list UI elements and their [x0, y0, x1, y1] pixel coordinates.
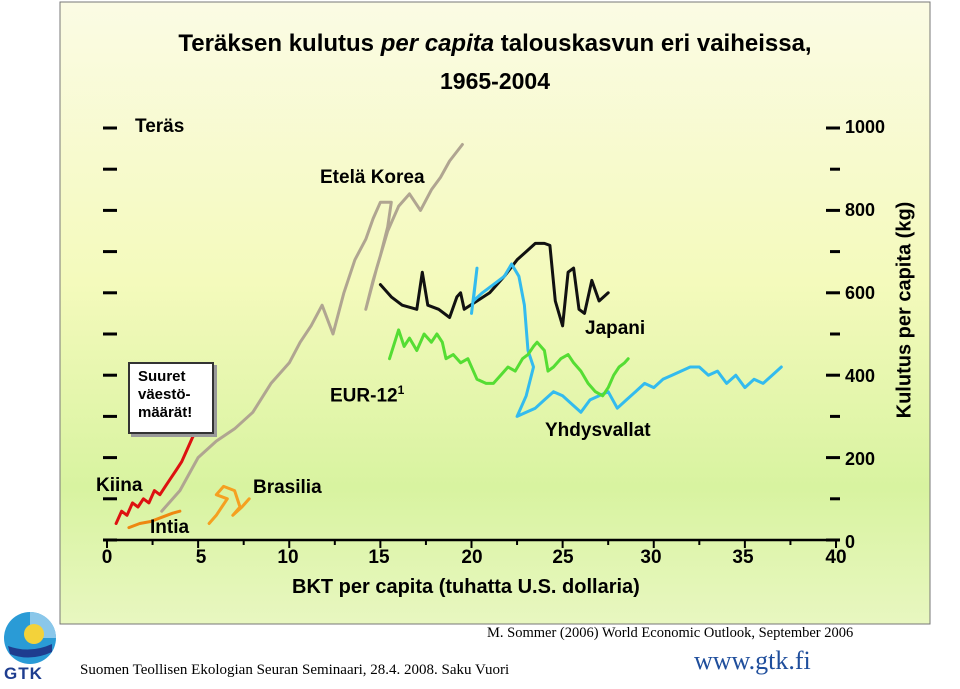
series-line-yhdysvallat [470, 262, 783, 418]
series-line-etelä-korea [160, 143, 464, 513]
y-tick-label: 1000 [845, 117, 886, 137]
left-legend-label: Teräs [135, 116, 185, 137]
x-tick-label: 0 [101, 547, 113, 568]
chart-title-line1: Teräksen kulutus per capita talouskasvun… [178, 30, 812, 57]
x-tick-label: 25 [552, 547, 574, 568]
series-label-kiina: Kiina [96, 475, 143, 496]
y-tick-label: 800 [845, 200, 876, 220]
logo-text: GTK [4, 664, 43, 683]
right-tick-marks [826, 126, 840, 542]
x-tick-label: 40 [825, 547, 847, 568]
series-label-brasilia: Brasilia [253, 477, 322, 498]
eur12-footnote: 1 [397, 383, 405, 397]
y-tick-label: 0 [845, 532, 856, 552]
note-line: Suuret [138, 368, 186, 385]
note-line: määrät! [138, 404, 193, 421]
x-axis-label: BKT per capita (tuhatta U.S. dollaria) [292, 576, 640, 598]
chart-title-line2: 1965-2004 [440, 68, 550, 94]
eur12-text: EUR-12 [330, 385, 398, 407]
x-tick-label: 30 [640, 547, 662, 568]
series-lines [114, 143, 783, 530]
x-tick-label: 20 [461, 547, 483, 568]
x-tick-label: 15 [368, 547, 390, 568]
series-label-etela-korea: Etelä Korea [320, 167, 425, 188]
y-tick-label: 200 [845, 449, 876, 469]
series-label-japani: Japani [585, 318, 646, 339]
series-line-eur-12 [388, 328, 630, 398]
website-link[interactable]: www.gtk.fi [694, 646, 811, 675]
series-line-kiina [114, 427, 200, 525]
x-axis [106, 538, 837, 548]
y-tick-label: 400 [845, 366, 876, 386]
x-tick-label: 10 [277, 547, 299, 568]
series-label-intia: Intia [150, 517, 190, 538]
y-axis-label: Kulutus per capita (kg) [893, 201, 916, 419]
series-label-eur12: EUR-121 [330, 383, 404, 407]
x-tick-label: 5 [195, 547, 207, 568]
series-line-brasilia [207, 484, 251, 525]
source-text: M. Sommer (2006) World Economic Outlook,… [487, 625, 854, 641]
footer-text: Suomen Teollisen Ekologian Seuran Semina… [80, 662, 510, 678]
series-label-yhdysvallat: Yhdysvallat [545, 420, 651, 441]
x-tick-label: 35 [732, 547, 754, 568]
note-line: väestö- [138, 386, 191, 403]
series-line-intia [127, 509, 182, 530]
chart-panel [59, 1, 931, 625]
gtk-logo-icon [4, 612, 56, 664]
y-tick-label: 600 [845, 283, 876, 303]
note-box: Suuret väestö- määrät! [128, 362, 214, 434]
